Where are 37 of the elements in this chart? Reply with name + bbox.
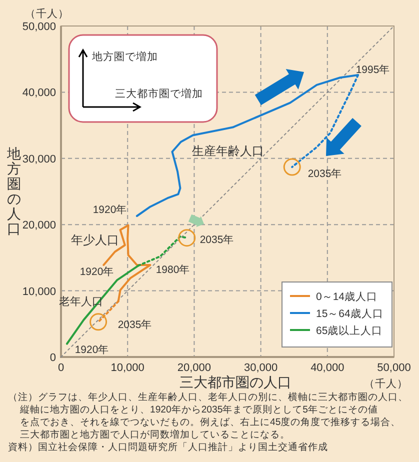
x-axis-title: 三大都市圏の人口 <box>180 374 292 390</box>
annotation: 生産年齢人口 <box>192 144 264 158</box>
annotation: 1920年 <box>80 266 114 278</box>
text: 資料）国立社会保障・人口問題研究所「人口推計」より国土交通省作成 <box>8 441 328 453</box>
text: を点でおき、それを線でつないだもの。例えば、右上に45度の角度で推移する場合、 <box>20 416 401 428</box>
x-tick-label: 40,000 <box>310 362 344 374</box>
legend-label: 15～64歳人口 <box>316 307 384 320</box>
x-tick-label: 10,000 <box>110 362 144 374</box>
annotation: 1980年 <box>156 264 190 276</box>
x-tick-label: 50,000 <box>377 362 411 374</box>
annotation: 年少人口 <box>71 233 119 247</box>
y-axis-title: 地方圏の人口 <box>6 146 21 236</box>
y-tick-label: 20,000 <box>22 220 56 232</box>
annotation: 地方圏で増加 <box>91 50 158 63</box>
annotation: 2035年 <box>118 319 152 331</box>
y-tick-label: 30,000 <box>22 153 56 166</box>
point <box>90 313 108 331</box>
x-tick-label: 20,000 <box>177 362 212 374</box>
text: （注）グラフは、年少人口、生産年齢人口、老年人口の別に、横軸に三大都市圏の人口、 <box>8 391 408 403</box>
annotation: 2035年 <box>308 168 342 180</box>
y-tick-label: 0 <box>50 352 56 364</box>
legend-label: 65歳以上人口 <box>316 324 383 337</box>
annotation: 1920年 <box>74 344 110 356</box>
legend-label: 0～14歳人口 <box>316 290 378 303</box>
x-tick-label: 30,000 <box>244 362 278 374</box>
text: （千人） <box>25 7 69 20</box>
y-tick-label: 50,000 <box>22 21 56 33</box>
text: 縦軸に地方圏の人口をとり、1920年から2035年まで原則として5年ごとにその値 <box>19 404 378 416</box>
x-tick-label: 0 <box>58 362 64 374</box>
annotation: 2035年 <box>200 234 234 246</box>
annotation: 1920年 <box>92 204 128 216</box>
y-tick-label: 10,000 <box>22 286 56 298</box>
text: 三大都市圏と地方圏で人口が同数増加していることになる。 <box>20 428 290 440</box>
text: （千人） <box>364 377 408 390</box>
annotation: 1995年 <box>356 64 390 76</box>
annotation: 三大都市圏で増加 <box>115 87 203 100</box>
y-tick-label: 40,000 <box>22 87 56 100</box>
